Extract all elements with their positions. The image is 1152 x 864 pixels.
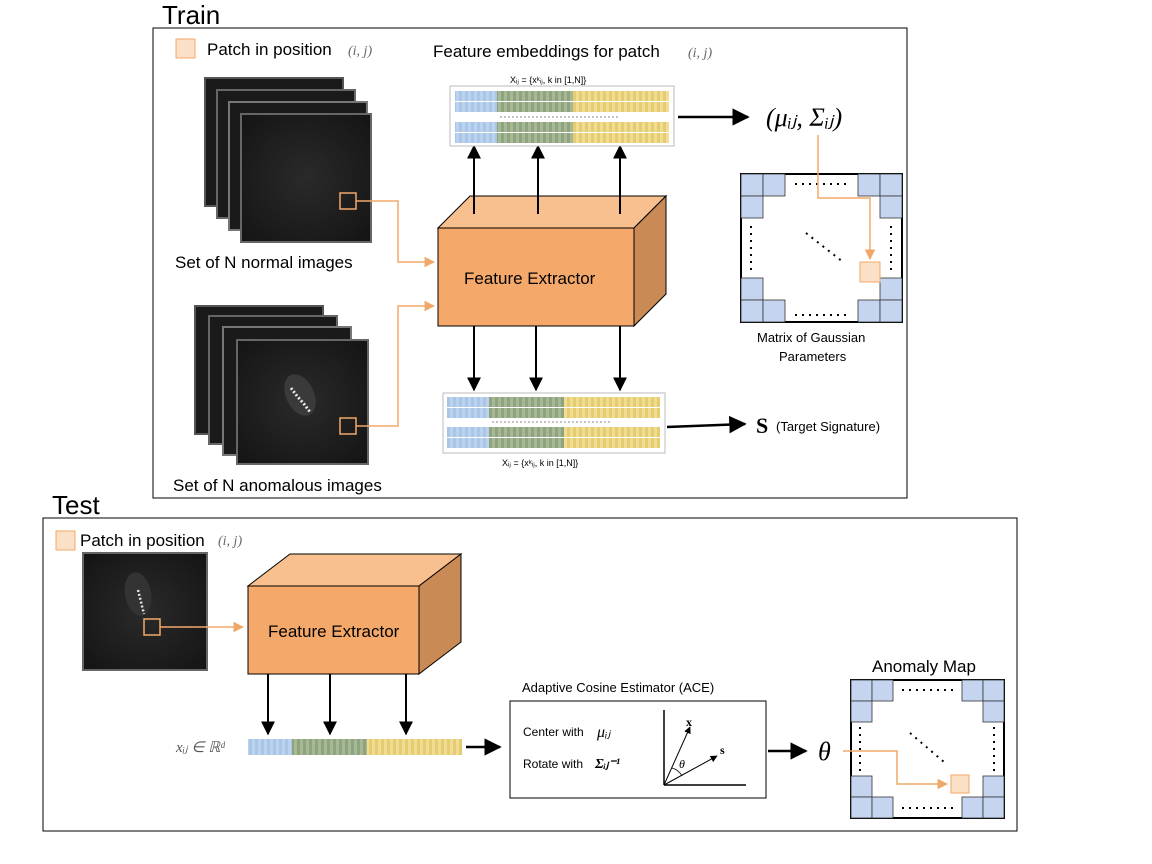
ace-box xyxy=(509,700,767,799)
ace-rotate-text: Rotate with xyxy=(523,757,583,771)
connector-to-matrix xyxy=(817,135,876,261)
ace-rotate-math: Σᵢⱼ⁻¹ xyxy=(594,757,620,772)
test-legend-swatch xyxy=(55,530,76,551)
ace-axis-x: x xyxy=(686,715,692,729)
test-panel xyxy=(42,517,1018,832)
test-image xyxy=(82,552,208,671)
embed-block-bottom xyxy=(442,392,666,454)
embed-block-top xyxy=(449,85,675,147)
test-title: Test xyxy=(52,490,100,520)
connector-to-anomaly-map xyxy=(843,750,949,790)
signature-text: (Target Signature) xyxy=(776,419,880,434)
train-panel xyxy=(152,27,908,499)
ace-center-math: μᵢⱼ xyxy=(596,724,612,741)
test-feature-extractor xyxy=(246,552,463,676)
matrix-label-1: Matrix of Gaussian xyxy=(757,330,865,345)
ace-title: Adaptive Cosine Estimator (ACE) xyxy=(522,680,714,695)
train-title: Train xyxy=(162,0,220,30)
feature-vector-bar xyxy=(248,739,462,755)
normal-image-stack xyxy=(204,77,372,243)
test-extractor-label: Feature Extractor xyxy=(268,622,400,641)
connector-anomalous xyxy=(356,300,436,427)
train-legend-swatch xyxy=(175,38,196,59)
test-legend-text: Patch in position xyxy=(80,531,205,550)
embed-title-math: (i, j) xyxy=(688,46,712,61)
train-legend-text: Patch in position xyxy=(207,40,332,59)
signature-symbol: S xyxy=(756,413,768,438)
train-extractor-label: Feature Extractor xyxy=(464,269,596,288)
embed-formula-bottom: Xᵢⱼ = {xᵏᵢⱼ, k in [1,N]} xyxy=(502,458,578,468)
test-legend-math: (i, j) xyxy=(218,534,242,549)
ace-axes-figure xyxy=(663,710,746,786)
train-legend-math: (i, j) xyxy=(348,44,372,59)
feature-vector-label: xᵢⱼ ∈ ℝᵈ xyxy=(175,740,226,756)
arrow-to-signature xyxy=(666,415,747,434)
train-feature-extractor xyxy=(436,194,668,328)
anomalous-image-stack xyxy=(194,305,369,465)
gaussian-matrix xyxy=(740,173,903,323)
ace-center-text: Center with xyxy=(523,725,584,739)
anomalous-images-label: Set of N anomalous images xyxy=(173,476,382,495)
ace-axis-s: s xyxy=(720,743,725,757)
output-theta: θ xyxy=(818,737,831,766)
embed-formula-top: Xᵢⱼ = {xᵏᵢⱼ, k in [1,N]} xyxy=(510,75,586,85)
normal-images-label: Set of N normal images xyxy=(175,253,353,272)
matrix-label-2: Parameters xyxy=(779,349,847,364)
anomaly-map-label: Anomaly Map xyxy=(872,657,976,676)
gaussian-params: (μᵢⱼ, Σᵢⱼ) xyxy=(766,103,842,132)
embed-title-text: Feature embeddings for patch xyxy=(433,42,660,61)
connector-normal xyxy=(356,200,436,268)
anomaly-map xyxy=(850,679,1005,819)
ace-angle: θ xyxy=(679,757,685,771)
